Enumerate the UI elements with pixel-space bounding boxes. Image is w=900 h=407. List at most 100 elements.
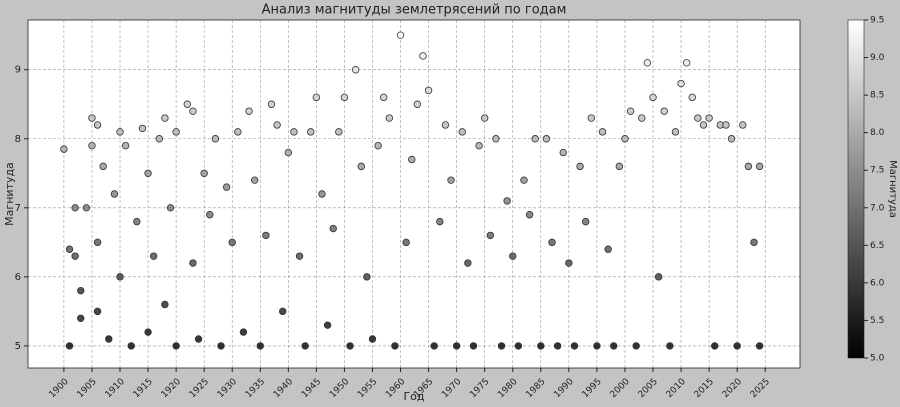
point — [307, 128, 315, 136]
colorbar — [847, 19, 865, 359]
point — [548, 238, 556, 247]
colorbar-tick-label: 5.5 — [870, 316, 884, 326]
point — [638, 114, 646, 122]
x-tick-label: 1975 — [468, 377, 491, 400]
point — [553, 342, 562, 350]
point — [183, 100, 192, 108]
point — [110, 190, 119, 198]
plot-area — [28, 20, 800, 368]
point — [480, 114, 489, 122]
point — [93, 121, 102, 129]
point — [682, 59, 691, 67]
point — [452, 342, 461, 350]
point — [189, 259, 197, 267]
y-tick-label: 9 — [15, 65, 21, 76]
point — [733, 342, 741, 350]
point — [172, 342, 180, 350]
point — [312, 93, 321, 102]
point — [458, 128, 466, 136]
point — [245, 107, 253, 115]
x-tick-label: 2020 — [721, 377, 744, 400]
y-tick-label: 8 — [15, 134, 21, 145]
point — [503, 197, 511, 205]
x-tick-label: 1905 — [76, 377, 99, 400]
x-tick-label: 1910 — [104, 377, 127, 400]
point — [413, 100, 422, 108]
x-tick-label: 1920 — [160, 377, 183, 400]
colorbar-tick-label: 5.0 — [870, 354, 885, 364]
point — [419, 52, 427, 60]
point — [149, 252, 158, 260]
x-tick-label: 2015 — [693, 377, 716, 400]
point — [711, 342, 719, 350]
point — [138, 124, 147, 133]
point — [222, 183, 231, 191]
point — [408, 155, 416, 164]
point — [626, 107, 635, 115]
point — [166, 204, 175, 212]
point — [77, 286, 85, 295]
x-tick-label: 1925 — [188, 377, 211, 400]
x-axis-label: Год — [403, 390, 424, 403]
point — [610, 342, 618, 350]
y-tick-label: 5 — [15, 341, 21, 352]
point — [116, 273, 124, 281]
point — [525, 211, 534, 219]
point — [82, 204, 91, 212]
point — [643, 59, 652, 67]
colorbar-tick-label: 7.0 — [870, 203, 885, 213]
colorbar-tick-label: 9.5 — [870, 16, 884, 26]
point — [385, 114, 394, 122]
point — [161, 114, 169, 122]
point — [93, 307, 102, 316]
point — [694, 114, 702, 122]
colorbar-label: Магнитуда — [887, 160, 898, 218]
point — [475, 141, 483, 150]
point — [604, 245, 612, 253]
point — [581, 217, 590, 226]
point — [615, 162, 624, 171]
colorbar-tick-label: 8.5 — [870, 91, 884, 101]
point — [144, 169, 152, 177]
point — [688, 93, 696, 102]
point — [346, 342, 354, 350]
point — [93, 238, 102, 247]
x-tick-label: 2025 — [749, 377, 772, 400]
point — [447, 176, 455, 184]
point — [430, 342, 438, 350]
point — [492, 135, 500, 143]
colorbar-tick-label: 9.0 — [870, 53, 885, 63]
point — [200, 169, 208, 177]
point — [262, 231, 270, 240]
point — [206, 211, 214, 219]
point — [71, 204, 79, 212]
point — [318, 190, 326, 198]
point — [340, 93, 349, 102]
point — [77, 314, 85, 322]
colorbar-tick-label: 7.5 — [870, 166, 884, 176]
point — [396, 31, 405, 39]
colorbar-tick-label: 6.0 — [870, 278, 885, 288]
point — [301, 342, 309, 350]
point — [391, 342, 399, 350]
point — [273, 121, 281, 129]
point — [250, 176, 259, 184]
point — [677, 79, 685, 88]
point — [88, 114, 96, 122]
x-tick-label: 1940 — [272, 377, 295, 400]
point — [654, 273, 663, 281]
point — [469, 342, 478, 350]
point — [531, 135, 539, 143]
point — [368, 335, 377, 343]
point — [161, 300, 169, 309]
point — [116, 128, 124, 136]
point — [351, 66, 360, 74]
point — [486, 231, 495, 240]
point — [509, 252, 517, 260]
point — [755, 342, 764, 350]
point — [267, 100, 276, 108]
x-tick-label: 1915 — [132, 377, 155, 400]
point — [598, 128, 607, 136]
point — [234, 128, 242, 136]
point — [211, 135, 220, 143]
